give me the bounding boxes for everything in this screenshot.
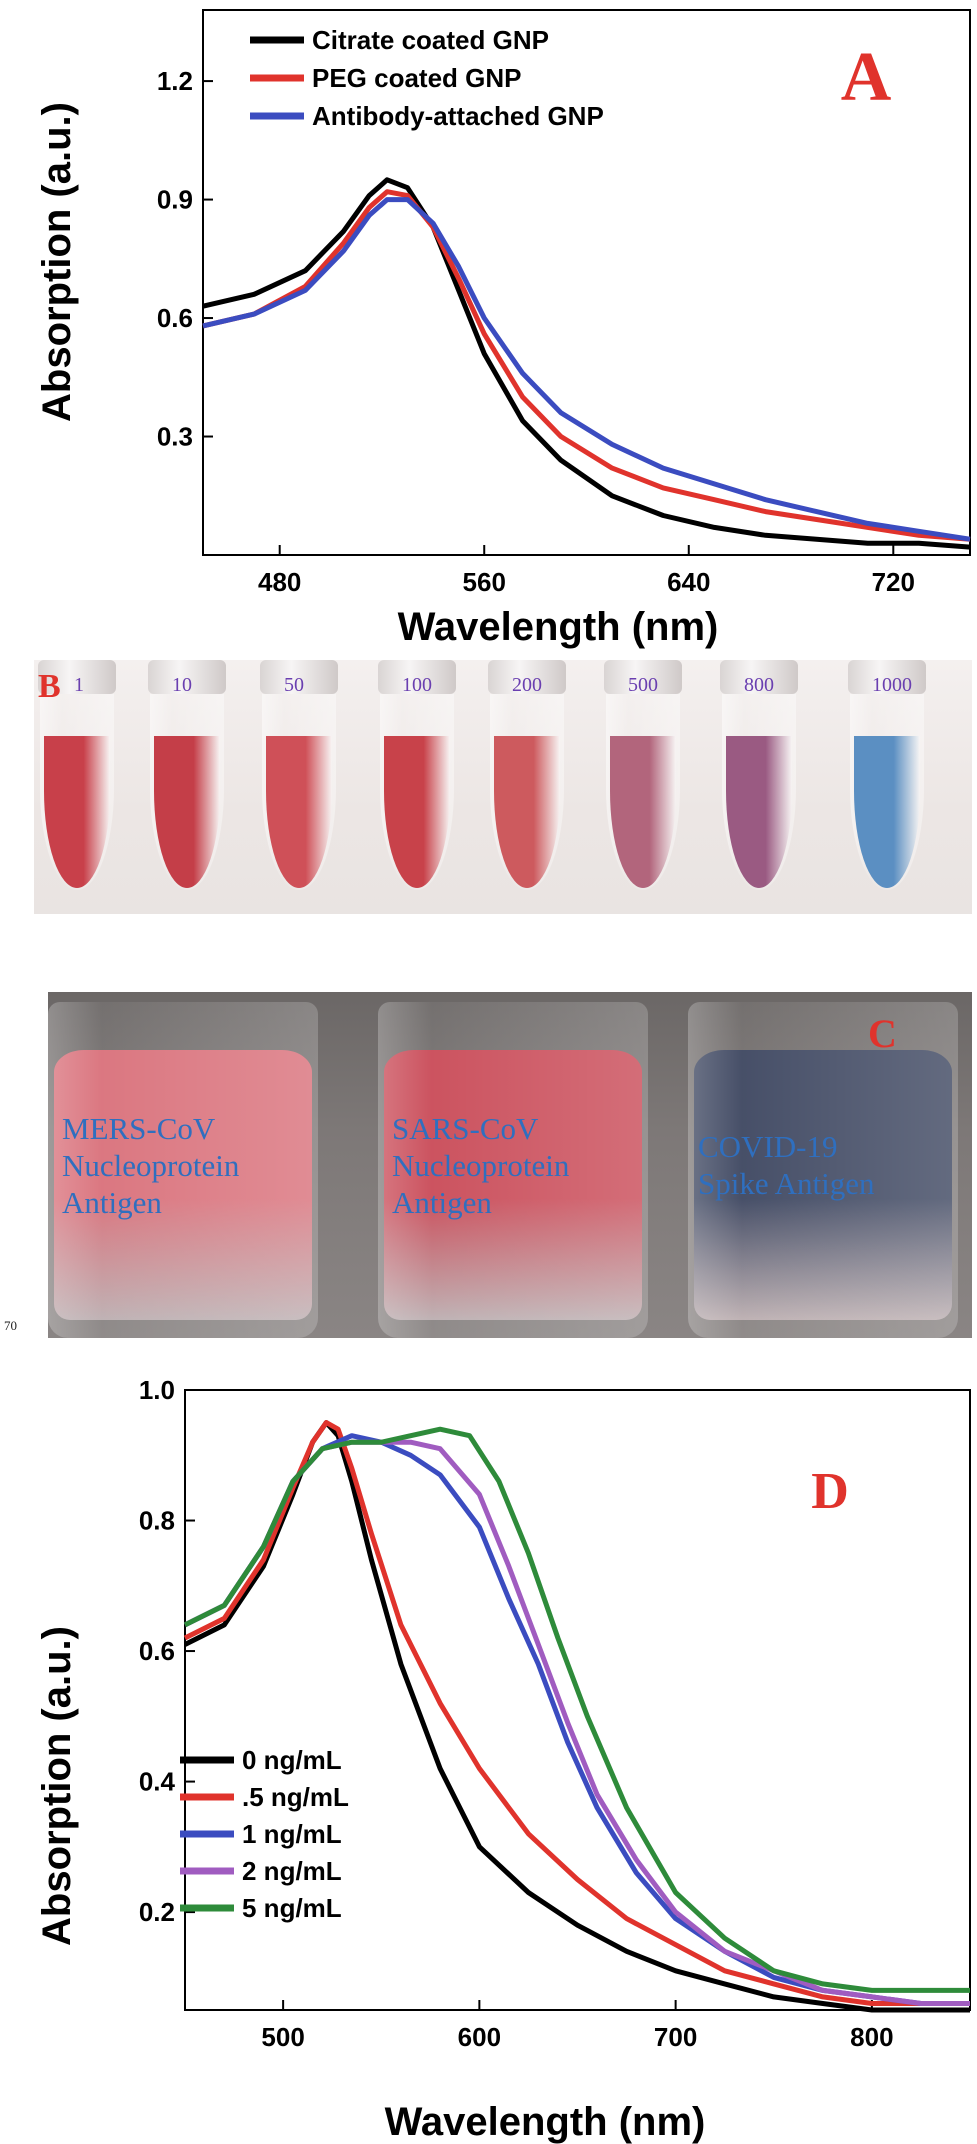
tube-label: 10	[172, 674, 192, 696]
sample-vial: MERS-CoV Nucleoprotein Antigen	[48, 1002, 318, 1338]
sample-tube: 1	[34, 660, 120, 900]
tube-liquid	[154, 736, 220, 888]
sample-vial: COVID-19 Spike Antigen	[688, 1002, 958, 1338]
chart-panel-a: 480 560 640 720 0.3 0.6 0.9 1.2 Citrate coated G…	[35, 9, 971, 649]
legend-label: 2 ng/mL	[242, 1856, 342, 1886]
panel-letter: B	[38, 668, 61, 705]
x-tick-label: 720	[872, 567, 915, 597]
sample-vial: SARS-CoV Nucleoprotein Antigen	[378, 1002, 648, 1338]
legend-label: 5 ng/mL	[242, 1893, 342, 1923]
plot-frame	[202, 9, 971, 556]
tube-liquid	[726, 736, 792, 888]
legend-label: Antibody-attached GNP	[312, 101, 604, 131]
panel-letter: A	[841, 39, 892, 116]
series-line	[183, 1426, 970, 1993]
series-line	[202, 177, 971, 550]
y-tick-label: 0.6	[157, 303, 193, 333]
x-tick-label: 500	[261, 2022, 304, 2052]
y-axis-label: Absorption (a.u.)	[35, 102, 79, 422]
sample-tube: 1000	[844, 660, 930, 900]
sample-tube: 500	[600, 660, 686, 900]
y-tick-label: 0.8	[139, 1506, 175, 1536]
x-tick-label: 480	[258, 567, 301, 597]
x-tick-label: 700	[654, 2022, 697, 2052]
tube-label: 800	[744, 674, 774, 696]
y-tick-label: 0.3	[157, 422, 193, 452]
tube-liquid	[494, 736, 560, 888]
legend-label: Citrate coated GNP	[312, 25, 549, 55]
tube-liquid	[384, 736, 450, 888]
tube-label: 200	[512, 674, 542, 696]
panel-letter: C	[868, 1011, 897, 1056]
x-tick-label: 800	[850, 2022, 893, 2052]
tube-photo-panel-b: 1 10 50 100 200 500 800 1000 B	[34, 660, 972, 914]
y-tick-label: 1.0	[139, 1375, 175, 1405]
page-number: 70	[4, 1318, 17, 1333]
sample-tube: 10	[144, 660, 230, 900]
tube-liquid	[854, 736, 920, 888]
y-tick-label: 0.2	[139, 1897, 175, 1927]
y-tick-label: 0.4	[139, 1767, 176, 1797]
vial-label: MERS-CoV Nucleoprotein Antigen	[62, 1111, 240, 1220]
sample-tube: 800	[716, 660, 802, 900]
legend-label: PEG coated GNP	[312, 63, 522, 93]
tube-label: 1000	[872, 674, 912, 696]
series-line	[183, 1420, 970, 2006]
y-tick-label: 0.6	[139, 1636, 175, 1666]
sample-tube: 200	[484, 660, 570, 900]
legend-label: 0 ng/mL	[242, 1745, 342, 1775]
vial-photo-panel-c: MERS-CoV Nucleoprotein Antigen SARS-CoV N…	[48, 992, 972, 1338]
x-tick-label: 640	[667, 567, 710, 597]
tube-label: 1	[74, 674, 84, 696]
tube-label: 50	[284, 674, 304, 696]
tube-liquid	[44, 736, 110, 888]
vial-liquid	[384, 1050, 642, 1320]
chart-panel-d: 500 600 700 800 0.2 0.4 0.6 0.8 1.0 0 ng/mL .5 ng/…	[35, 1375, 971, 2144]
vial-liquid	[54, 1050, 312, 1320]
vial-liquid	[694, 1050, 952, 1320]
tube-liquid	[610, 736, 676, 888]
x-tick-label: 600	[458, 2022, 501, 2052]
series-line	[202, 197, 971, 542]
tube-liquid	[266, 736, 332, 888]
y-axis-label: Absorption (a.u.)	[35, 1626, 79, 1946]
y-tick-label: 1.2	[157, 66, 193, 96]
panel-letter: D	[811, 1463, 849, 1520]
y-tick-label: 0.9	[157, 185, 193, 215]
vial-label: SARS-CoV Nucleoprotein Antigen	[392, 1111, 570, 1220]
x-axis-label: Wavelength (nm)	[385, 2100, 706, 2144]
sample-tube: 50	[256, 660, 342, 900]
tube-label: 100	[402, 674, 432, 696]
legend-label: 1 ng/mL	[242, 1819, 342, 1849]
tube-label: 500	[628, 674, 658, 696]
x-tick-label: 560	[463, 567, 506, 597]
x-axis-label: Wavelength (nm)	[398, 605, 719, 649]
sample-tube: 100	[374, 660, 460, 900]
series-line	[202, 189, 971, 542]
plot-frame	[184, 1389, 971, 2011]
legend-label: .5 ng/mL	[242, 1782, 349, 1812]
vial-label: COVID-19 Spike Antigen	[698, 1129, 875, 1201]
